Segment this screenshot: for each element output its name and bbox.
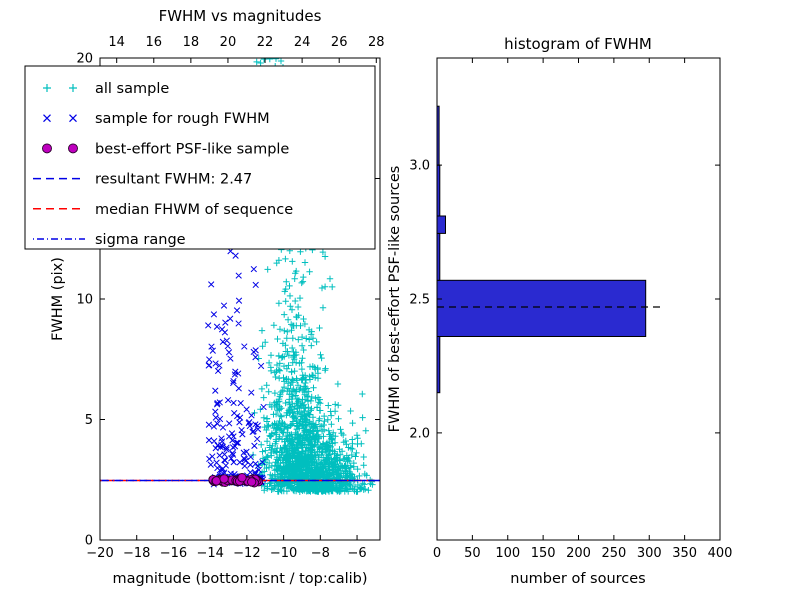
histogram-xaxis-label: number of sources bbox=[510, 571, 646, 587]
top-x-tick-label: 18 bbox=[183, 35, 200, 50]
x-tick-label: −16 bbox=[160, 546, 187, 561]
y-tick-label: 2.0 bbox=[409, 426, 430, 441]
x-tick-label: 50 bbox=[464, 546, 481, 561]
legend-marker-plus bbox=[69, 84, 77, 92]
legend-item-label: sigma range bbox=[95, 232, 186, 248]
histogram-subplot: histogram of FWHM number of sources FWHM… bbox=[387, 35, 732, 587]
legend-box bbox=[24, 65, 376, 250]
scatter-series-plus bbox=[238, 58, 376, 495]
scatter-point-circle bbox=[219, 474, 229, 484]
histogram-axes: 0 50 100 150 200 250 300 350 400 2.0 2.5 3.0 bbox=[409, 57, 733, 561]
scatter-points bbox=[100, 58, 380, 495]
x-tick-label: −12 bbox=[233, 546, 260, 561]
y-tick-label: 20 bbox=[76, 52, 93, 67]
legend-item-label: all sample bbox=[95, 81, 169, 97]
top-x-tick-label: 22 bbox=[257, 35, 274, 50]
legend-marker-circle bbox=[42, 143, 52, 154]
scatter-subplot: FWHM vs magnitudes magnitude (bottom:isn… bbox=[24, 7, 385, 587]
x-tick-label: −6 bbox=[347, 546, 366, 561]
legend-marker-plus bbox=[43, 84, 51, 92]
x-tick-label: 350 bbox=[672, 546, 697, 561]
scatter-point-circle bbox=[211, 476, 222, 486]
legend-item-label: median FHWM of sequence bbox=[95, 202, 293, 218]
y-tick-label: 2.5 bbox=[409, 293, 430, 308]
legend-marker-x bbox=[43, 114, 51, 123]
legend: all sample sample for rough FWHM best-effo… bbox=[24, 65, 376, 250]
legend-marker-x bbox=[69, 114, 77, 123]
legend-item-label: best-effort PSF-like sample bbox=[95, 141, 289, 157]
legend-marker-circle bbox=[68, 143, 78, 154]
scatter-axes: −20 −18 −16 −14 −12 −10 −8 −6 14 16 18 20 22 24 26 28 0 5… bbox=[76, 35, 384, 561]
scatter-xaxis-label: magnitude (bottom:isnt / top:calib) bbox=[112, 571, 367, 587]
x-tick-label: 150 bbox=[531, 546, 556, 561]
y-tick-label: 10 bbox=[76, 293, 93, 308]
x-tick-label: 0 bbox=[433, 546, 441, 561]
x-tick-label: −14 bbox=[196, 546, 223, 561]
scatter-title: FWHM vs magnitudes bbox=[159, 7, 322, 25]
histogram-bar bbox=[437, 215, 446, 234]
x-tick-label: −10 bbox=[270, 546, 297, 561]
top-x-tick-label: 20 bbox=[220, 35, 237, 50]
x-tick-label: −18 bbox=[123, 546, 150, 561]
x-tick-label: −8 bbox=[311, 546, 330, 561]
top-x-tick-label: 14 bbox=[108, 35, 125, 50]
legend-item-label: resultant FWHM: 2.47 bbox=[95, 172, 252, 188]
top-x-tick-label: 16 bbox=[146, 35, 163, 50]
histogram-yaxis-label: FWHM of best-effort PSF-like sources bbox=[387, 166, 403, 433]
top-x-tick-label: 26 bbox=[331, 35, 348, 50]
y-tick-label: 0 bbox=[85, 534, 93, 549]
scatter-point-circle bbox=[247, 477, 257, 487]
x-tick-label: 400 bbox=[708, 546, 733, 561]
x-tick-label: 200 bbox=[566, 546, 591, 561]
top-x-tick-label: 24 bbox=[294, 35, 311, 50]
x-tick-label: 100 bbox=[495, 546, 520, 561]
y-tick-label: 3.0 bbox=[409, 159, 430, 174]
histogram-bars bbox=[437, 105, 662, 394]
scatter-series-x bbox=[205, 248, 267, 488]
top-x-tick-label: 28 bbox=[368, 35, 385, 50]
scatter-point-circle bbox=[237, 473, 247, 483]
legend-item-label: sample for rough FWHM bbox=[95, 111, 270, 127]
histogram-bar bbox=[437, 279, 647, 337]
x-tick-label: 300 bbox=[637, 546, 662, 561]
scatter-yaxis-label: FWHM (pix) bbox=[50, 257, 66, 341]
histogram-title: histogram of FWHM bbox=[504, 35, 652, 53]
x-tick-label: 250 bbox=[601, 546, 626, 561]
x-tick-label: −20 bbox=[86, 546, 113, 561]
y-tick-label: 5 bbox=[85, 413, 93, 428]
